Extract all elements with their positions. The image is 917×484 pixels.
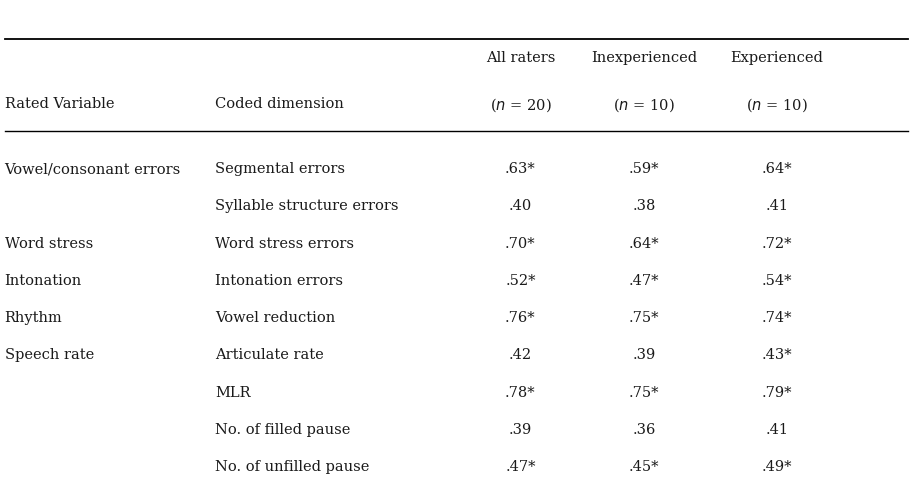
Text: Intonation errors: Intonation errors — [215, 274, 344, 288]
Text: Experienced: Experienced — [731, 51, 823, 65]
Text: .54*: .54* — [762, 274, 792, 288]
Text: Vowel reduction: Vowel reduction — [215, 311, 336, 325]
Text: .38: .38 — [633, 199, 656, 213]
Text: All raters: All raters — [486, 51, 555, 65]
Text: .47*: .47* — [629, 274, 659, 288]
Text: .43*: .43* — [762, 348, 792, 363]
Text: .72*: .72* — [762, 237, 792, 251]
Text: .79*: .79* — [762, 386, 792, 400]
Text: ($n$ = 10): ($n$ = 10) — [746, 97, 808, 115]
Text: .64*: .64* — [762, 162, 792, 176]
Text: .78*: .78* — [505, 386, 536, 400]
Text: Intonation: Intonation — [5, 274, 82, 288]
Text: .75*: .75* — [629, 386, 659, 400]
Text: .42: .42 — [509, 348, 532, 363]
Text: No. of filled pause: No. of filled pause — [215, 423, 351, 437]
Text: Rated Variable: Rated Variable — [5, 97, 114, 111]
Text: .41: .41 — [766, 423, 789, 437]
Text: Segmental errors: Segmental errors — [215, 162, 346, 176]
Text: Inexperienced: Inexperienced — [591, 51, 697, 65]
Text: .52*: .52* — [505, 274, 536, 288]
Text: .36: .36 — [633, 423, 656, 437]
Text: MLR: MLR — [215, 386, 251, 400]
Text: .76*: .76* — [505, 311, 536, 325]
Text: Rhythm: Rhythm — [5, 311, 62, 325]
Text: ($n$ = 20): ($n$ = 20) — [490, 97, 551, 115]
Text: Speech rate: Speech rate — [5, 348, 94, 363]
Text: .70*: .70* — [505, 237, 536, 251]
Text: Syllable structure errors: Syllable structure errors — [215, 199, 399, 213]
Text: .41: .41 — [766, 199, 789, 213]
Text: Vowel/consonant errors: Vowel/consonant errors — [5, 162, 181, 176]
Text: Word stress: Word stress — [5, 237, 93, 251]
Text: ($n$ = 10): ($n$ = 10) — [613, 97, 675, 115]
Text: .63*: .63* — [505, 162, 536, 176]
Text: Word stress errors: Word stress errors — [215, 237, 355, 251]
Text: .45*: .45* — [629, 460, 659, 474]
Text: .39: .39 — [633, 348, 656, 363]
Text: Articulate rate: Articulate rate — [215, 348, 325, 363]
Text: .59*: .59* — [629, 162, 659, 176]
Text: .47*: .47* — [505, 460, 536, 474]
Text: .75*: .75* — [629, 311, 659, 325]
Text: .49*: .49* — [762, 460, 792, 474]
Text: .40: .40 — [509, 199, 532, 213]
Text: No. of unfilled pause: No. of unfilled pause — [215, 460, 370, 474]
Text: .74*: .74* — [762, 311, 792, 325]
Text: Coded dimension: Coded dimension — [215, 97, 345, 111]
Text: .39: .39 — [509, 423, 532, 437]
Text: .64*: .64* — [629, 237, 659, 251]
